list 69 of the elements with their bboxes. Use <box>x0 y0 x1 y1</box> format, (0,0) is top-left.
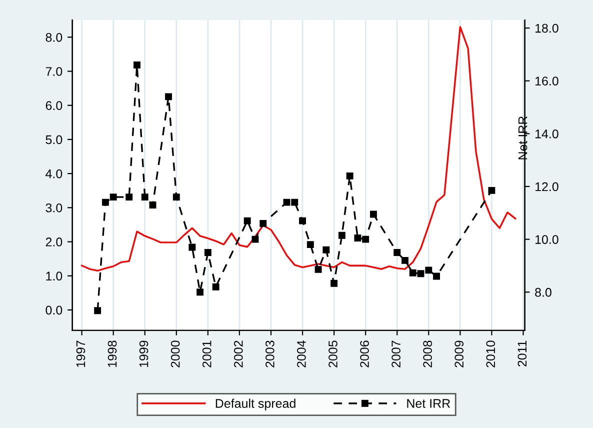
legend-label: Default spread <box>216 398 296 410</box>
point <box>330 280 338 287</box>
point <box>402 256 408 264</box>
x-tick-label: 2003 <box>265 340 274 368</box>
point <box>394 249 401 256</box>
point <box>94 307 102 314</box>
x-tick-label: 2009 <box>454 340 464 368</box>
y-tick-label: 3.0 <box>46 203 62 212</box>
y-tick-label: 1.0 <box>46 272 62 281</box>
point <box>102 198 109 206</box>
point <box>196 288 204 296</box>
y2-tick-label: 10.0 <box>535 235 558 244</box>
y-tick-label: 7.0 <box>46 67 62 76</box>
y2-tick-label: 14.0 <box>535 129 558 138</box>
x-tick-label: 2005 <box>328 340 338 368</box>
point <box>370 210 377 218</box>
point <box>141 194 148 201</box>
point <box>172 194 180 201</box>
point <box>212 283 220 290</box>
point <box>314 266 322 273</box>
x-tick-label: 2007 <box>392 340 400 368</box>
point <box>244 217 251 224</box>
y-tick-label: 4.0 <box>46 169 62 178</box>
point <box>110 194 117 201</box>
point <box>354 234 362 242</box>
point <box>306 241 314 248</box>
x-tick-label: 1999 <box>139 340 148 367</box>
point <box>188 244 196 251</box>
point <box>252 236 259 243</box>
x-tick-label: 2010 <box>486 340 496 368</box>
point <box>338 232 346 239</box>
point <box>322 246 330 254</box>
point <box>204 249 212 256</box>
line-series <box>80 26 516 272</box>
point <box>362 236 370 243</box>
y-tick-label: 2.0 <box>46 238 62 246</box>
point <box>299 217 306 224</box>
x-tick-label: 2004 <box>297 340 306 368</box>
point <box>283 198 290 206</box>
y-tick-label: 6.0 <box>46 101 62 110</box>
point <box>417 270 424 278</box>
point <box>260 220 267 227</box>
x-tick-label: 1997 <box>76 340 86 367</box>
point <box>409 269 416 276</box>
point <box>134 62 140 68</box>
y2-tick-label: 18.0 <box>535 24 558 33</box>
x-tick-label: 2000 <box>170 340 180 368</box>
y2-tick-label: 12.0 <box>535 182 558 192</box>
point <box>488 186 496 194</box>
y-tick-label: 0.0 <box>46 306 62 315</box>
x-tick-label: 2002 <box>234 340 243 368</box>
point <box>291 198 298 206</box>
x-tick-label: 2011 <box>518 340 527 366</box>
x-tick-label: 1998 <box>108 340 117 367</box>
legend-label: Net IRR <box>407 399 450 408</box>
y2-tick-label: 8.0 <box>535 288 552 297</box>
x-tick-label: 2006 <box>360 340 369 368</box>
point <box>425 266 432 274</box>
x-tick-label: 2001 <box>202 340 212 368</box>
point <box>149 202 156 208</box>
point <box>346 172 354 180</box>
y2-axis-title: Net IRR <box>518 116 528 160</box>
y2-tick-label: 16.0 <box>535 76 558 86</box>
point <box>433 272 440 280</box>
point <box>165 93 172 100</box>
y-tick-label: 8.0 <box>46 32 62 42</box>
x-tick-label: 2008 <box>423 340 432 368</box>
y-tick-label: 5.0 <box>46 135 62 144</box>
point <box>126 194 133 201</box>
